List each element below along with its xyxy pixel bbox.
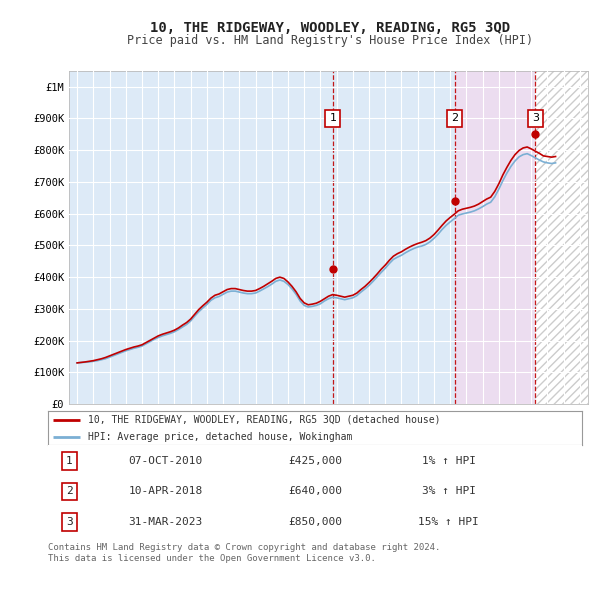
Text: 2: 2 bbox=[451, 113, 458, 123]
Text: 15% ↑ HPI: 15% ↑ HPI bbox=[418, 517, 479, 527]
Text: 10, THE RIDGEWAY, WOODLEY, READING, RG5 3QD (detached house): 10, THE RIDGEWAY, WOODLEY, READING, RG5 … bbox=[88, 415, 440, 425]
Text: £640,000: £640,000 bbox=[288, 487, 342, 496]
Bar bbox=[69, 71, 333, 404]
Text: Contains HM Land Registry data © Crown copyright and database right 2024.
This d: Contains HM Land Registry data © Crown c… bbox=[48, 543, 440, 563]
Text: 1: 1 bbox=[66, 456, 73, 466]
Text: Price paid vs. HM Land Registry's House Price Index (HPI): Price paid vs. HM Land Registry's House … bbox=[127, 34, 533, 47]
Text: 3% ↑ HPI: 3% ↑ HPI bbox=[421, 487, 476, 496]
Text: 1% ↑ HPI: 1% ↑ HPI bbox=[421, 456, 476, 466]
Text: 1: 1 bbox=[329, 113, 337, 123]
Text: 10-APR-2018: 10-APR-2018 bbox=[128, 487, 203, 496]
Bar bbox=[455, 71, 535, 404]
Text: 31-MAR-2023: 31-MAR-2023 bbox=[128, 517, 203, 527]
Bar bbox=[535, 71, 588, 404]
Bar bbox=[333, 71, 455, 404]
Bar bbox=[535, 71, 588, 404]
Text: 07-OCT-2010: 07-OCT-2010 bbox=[128, 456, 203, 466]
Text: 2: 2 bbox=[66, 487, 73, 496]
Text: £425,000: £425,000 bbox=[288, 456, 342, 466]
Text: 3: 3 bbox=[66, 517, 73, 527]
Text: 3: 3 bbox=[532, 113, 539, 123]
Text: 10, THE RIDGEWAY, WOODLEY, READING, RG5 3QD: 10, THE RIDGEWAY, WOODLEY, READING, RG5 … bbox=[150, 21, 510, 35]
Text: HPI: Average price, detached house, Wokingham: HPI: Average price, detached house, Woki… bbox=[88, 432, 352, 442]
Text: £850,000: £850,000 bbox=[288, 517, 342, 527]
